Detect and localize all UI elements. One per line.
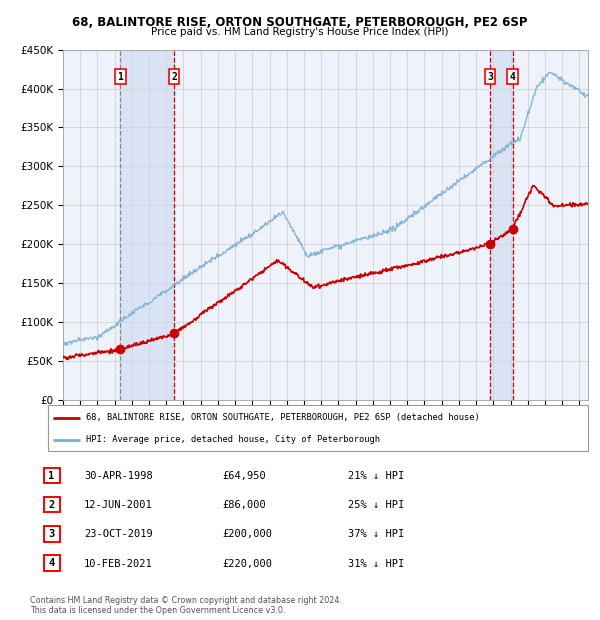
Text: 68, BALINTORE RISE, ORTON SOUTHGATE, PETERBOROUGH, PE2 6SP: 68, BALINTORE RISE, ORTON SOUTHGATE, PET… bbox=[72, 16, 528, 29]
FancyBboxPatch shape bbox=[44, 555, 59, 571]
Text: 37% ↓ HPI: 37% ↓ HPI bbox=[348, 529, 404, 539]
Text: 2: 2 bbox=[49, 500, 55, 510]
Text: 25% ↓ HPI: 25% ↓ HPI bbox=[348, 500, 404, 510]
Text: 4: 4 bbox=[509, 72, 515, 82]
Text: 3: 3 bbox=[49, 529, 55, 539]
FancyBboxPatch shape bbox=[44, 467, 59, 484]
Text: 30-APR-1998: 30-APR-1998 bbox=[84, 471, 153, 481]
Text: £200,000: £200,000 bbox=[222, 529, 272, 539]
Text: 1: 1 bbox=[49, 471, 55, 480]
Text: HPI: Average price, detached house, City of Peterborough: HPI: Average price, detached house, City… bbox=[86, 435, 380, 445]
Text: 2: 2 bbox=[171, 72, 177, 82]
Text: 31% ↓ HPI: 31% ↓ HPI bbox=[348, 559, 404, 569]
Text: 12-JUN-2001: 12-JUN-2001 bbox=[84, 500, 153, 510]
Text: 4: 4 bbox=[49, 558, 55, 568]
FancyBboxPatch shape bbox=[44, 497, 59, 513]
FancyBboxPatch shape bbox=[44, 526, 59, 542]
Text: 21% ↓ HPI: 21% ↓ HPI bbox=[348, 471, 404, 481]
FancyBboxPatch shape bbox=[48, 405, 588, 451]
Text: 3: 3 bbox=[487, 72, 493, 82]
Text: 10-FEB-2021: 10-FEB-2021 bbox=[84, 559, 153, 569]
Text: £64,950: £64,950 bbox=[222, 471, 266, 481]
Text: Price paid vs. HM Land Registry's House Price Index (HPI): Price paid vs. HM Land Registry's House … bbox=[151, 27, 449, 37]
Bar bbox=[490, 50, 512, 400]
Text: 1: 1 bbox=[118, 72, 123, 82]
Text: 68, BALINTORE RISE, ORTON SOUTHGATE, PETERBOROUGH, PE2 6SP (detached house): 68, BALINTORE RISE, ORTON SOUTHGATE, PET… bbox=[86, 414, 479, 422]
Text: £86,000: £86,000 bbox=[222, 500, 266, 510]
Text: Contains HM Land Registry data © Crown copyright and database right 2024.
This d: Contains HM Land Registry data © Crown c… bbox=[30, 596, 342, 615]
Bar bbox=[121, 50, 174, 400]
Text: 23-OCT-2019: 23-OCT-2019 bbox=[84, 529, 153, 539]
Text: £220,000: £220,000 bbox=[222, 559, 272, 569]
